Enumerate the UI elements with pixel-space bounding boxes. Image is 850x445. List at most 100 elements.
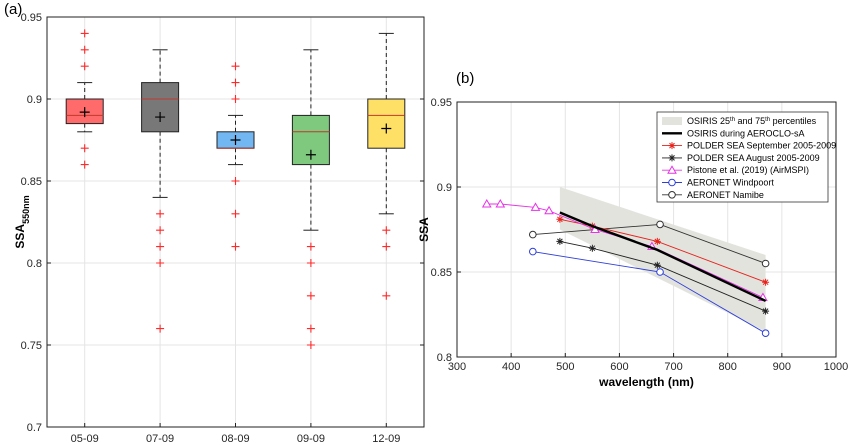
outlier-marker [382, 291, 391, 300]
legend-label: OSIRIS during AEROCLO-sA [687, 128, 805, 138]
x-tick-label-b: 400 [502, 361, 520, 373]
star-marker [556, 215, 564, 223]
circle-marker [761, 329, 770, 338]
outlier-marker [156, 324, 165, 333]
x-tick-label-b: 700 [664, 361, 682, 373]
y-tick-label-a: 0.8 [27, 258, 42, 270]
legend-band-text-part: OSIRIS 25 [687, 116, 730, 126]
x-tick-label-a: 05-09 [71, 433, 99, 445]
legend-band-text-part: percentiles [770, 116, 817, 126]
panel-label-a: (a) [4, 1, 22, 18]
legend-band-text-part: th [765, 117, 770, 123]
y-tick-label-a: 0.75 [21, 340, 42, 352]
mean-marker [381, 123, 392, 134]
series-line [559, 218, 766, 283]
outlier-marker [231, 95, 240, 103]
outlier-marker [156, 242, 165, 251]
circle-marker [668, 178, 676, 187]
outlier-marker [306, 259, 315, 267]
series-line [559, 240, 766, 312]
circle-marker [656, 220, 664, 229]
panel-b-line-chart: 300 400 500 600 700 800 900 1000 0.8 0.85 0.9 0.95 O… [417, 70, 848, 389]
outlier-marker [80, 144, 89, 153]
x-tick-label-b: 300 [448, 361, 466, 373]
series-0 [559, 211, 767, 302]
triangle-marker [530, 202, 541, 211]
series-2 [556, 237, 770, 315]
triangle-marker [667, 165, 677, 174]
mean-marker [305, 149, 316, 160]
y-tick-label-a: 0.95 [21, 12, 42, 24]
outlier-marker [156, 209, 165, 218]
asterisk-marker [668, 154, 676, 162]
outlier-marker [231, 209, 240, 218]
legend-band-text-part: and 75 [735, 116, 765, 126]
circle-marker [761, 259, 770, 268]
y-tick-label-b: 0.9 [437, 182, 452, 194]
x-tick-label-a: 09-09 [297, 433, 325, 445]
box-09-09 [291, 49, 330, 349]
x-tick-label-a: 08-09 [221, 433, 249, 445]
axes-frame-b [456, 101, 837, 358]
series-4 [529, 247, 770, 338]
outlier-marker [306, 341, 315, 349]
y-axis-label-main: SSA [13, 224, 27, 249]
circle-marker [668, 191, 676, 199]
triangle-marker [495, 198, 506, 208]
star-marker [762, 278, 770, 286]
y-tick-label-a: 0.9 [27, 94, 42, 106]
x-tick-label-b: 1000 [824, 361, 848, 373]
legend-label-band: OSIRIS 25th and 75th percentiles [687, 116, 817, 126]
panel-label-b: (b) [456, 70, 474, 87]
x-tick-label-b: 900 [773, 361, 791, 373]
outlier-marker [306, 324, 315, 333]
outlier-marker [80, 160, 89, 169]
circle-marker [656, 268, 664, 276]
x-tick-label-a: 12-09 [372, 433, 400, 445]
legend-label: AERONET Namibe [687, 190, 764, 200]
y-tick-label-b: 0.95 [431, 97, 452, 109]
asterisk-marker [762, 307, 770, 315]
legend-label: Pistone et al. (2019) (AirMSPI) [687, 165, 809, 175]
series-line [559, 211, 767, 302]
x-tick-label-a: 07-09 [146, 433, 174, 445]
outlier-marker [80, 45, 89, 54]
x-tick-label-b: 800 [719, 361, 737, 373]
y-tick-label-a: 0.85 [21, 176, 42, 188]
outlier-marker [231, 62, 240, 71]
legend-swatch-band [662, 117, 682, 125]
asterisk-marker [653, 261, 661, 269]
x-tick-label-b: 500 [556, 361, 574, 373]
triangle-marker [544, 205, 554, 215]
y-tick-label-a: 0.7 [27, 422, 42, 434]
star-marker [668, 142, 676, 150]
asterisk-marker [588, 244, 596, 252]
outlier-marker [231, 242, 240, 251]
outlier-marker [80, 62, 89, 71]
y-tick-label-b: 0.85 [431, 267, 452, 279]
star-marker [653, 237, 661, 245]
mean-marker [155, 112, 166, 123]
mean-marker [230, 135, 241, 145]
percentile-band [559, 187, 766, 332]
x-axis-label-b: wavelength (nm) [598, 375, 694, 389]
outlier-marker [306, 242, 315, 251]
box-08-09 [216, 62, 255, 251]
legend-label: POLDER SEA August 2005-2009 [687, 153, 820, 163]
box-12-09 [367, 32, 406, 300]
outlier-marker [382, 226, 391, 235]
x-tick-label-b: 600 [610, 361, 628, 373]
y-axis-label-b: SSA [417, 217, 431, 242]
legend-label: POLDER SEA September 2005-2009 [687, 141, 836, 151]
panel-a-box-plot: 0.7 0.75 0.8 0.85 0.9 0.95 05-09 07-09 08-09 09-0… [4, 1, 425, 445]
outlier-marker [156, 259, 165, 267]
outlier-marker [306, 291, 315, 300]
asterisk-marker [556, 237, 564, 245]
circle-marker [529, 230, 537, 239]
outlier-marker [382, 242, 391, 251]
y-tick-label-b: 0.8 [437, 352, 452, 364]
y-axis-label-a: SSA550nm [13, 195, 31, 248]
circle-marker [529, 247, 537, 256]
box-05-09 [65, 29, 104, 169]
